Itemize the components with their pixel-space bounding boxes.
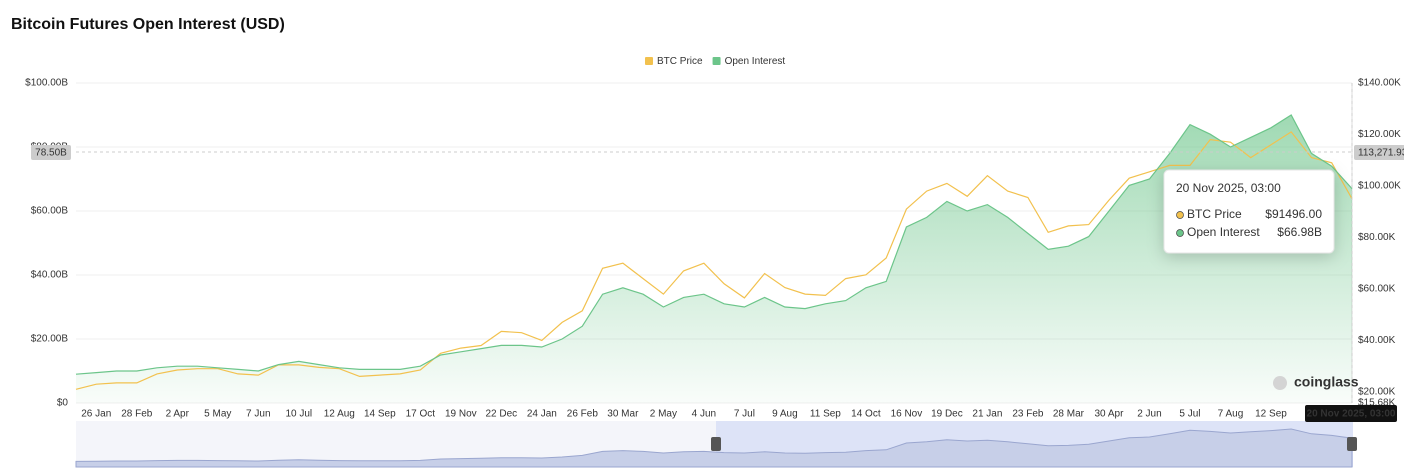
watermark: coinglass [1294,374,1359,390]
legend-swatch [645,57,653,65]
crosshair-y-box [31,145,71,160]
x-tick-label: 26 Feb [567,409,599,420]
x-tick-label: 14 Sep [364,409,396,420]
crosshair-y2-label: 113,271.93 [1358,148,1404,159]
x-tick-label: 7 Jul [734,409,755,420]
x-tick-label: 23 Feb [1012,409,1044,420]
crosshair-x-label: 20 Nov 2025, 03:00 [1307,409,1396,420]
x-tick-label: 19 Nov [445,409,477,420]
crosshair-y2-box [1354,145,1404,160]
x-tick-label: 22 Dec [485,409,517,420]
series-line [75,114,1353,375]
navigator-handle[interactable] [711,437,721,451]
x-tick-label: 12 Sep [1255,409,1287,420]
x-tick-label: 30 Mar [607,409,639,420]
x-tick-label: 26 Jan [81,409,111,420]
crosshair-y-label: 78.50B [35,148,67,159]
y2-tick-label: $40.00K [1358,335,1396,346]
y-tick-label: $20.00B [31,334,69,345]
tooltip-title: 20 Nov 2025, 03:00 [1176,181,1281,195]
x-tick-label: 2 Jun [1137,409,1161,420]
legend-label[interactable]: Open Interest [725,56,786,67]
x-tick-label: 17 Oct [406,409,436,420]
legend-label[interactable]: BTC Price [657,56,703,67]
x-tick-label: 7 Jun [246,409,270,420]
x-tick-label: 10 Jul [285,409,312,420]
x-tick-label: 12 Aug [324,409,355,420]
y-tick-label: $40.00B [31,270,69,281]
x-tick-label: 19 Dec [931,409,963,420]
y-tick-label: $0 [57,398,69,409]
x-tick-label: 2 Apr [166,409,190,420]
watermark-icon [1273,376,1287,390]
tooltip-value: $91496.00 [1265,207,1322,221]
x-tick-label: 24 Jan [527,409,557,420]
tooltip-dot [1176,229,1184,237]
y2-tick-label: $20.00K [1358,387,1396,398]
chart-title: Bitcoin Futures Open Interest (USD) [11,16,285,33]
tooltip-name: Open Interest [1187,225,1260,239]
x-tick-label: 5 Jul [1179,409,1200,420]
tooltip-value: $66.98B [1277,225,1322,239]
x-tick-label: 28 Mar [1053,409,1085,420]
y2-tick-label: $140.00K [1358,78,1401,89]
x-tick-label: 16 Nov [891,409,923,420]
x-tick-label: 28 Feb [121,409,153,420]
tooltip-dot [1176,211,1184,219]
y2-tick-label: $80.00K [1358,232,1396,243]
tooltip [1163,169,1335,254]
x-tick-label: 30 Apr [1094,409,1124,420]
x-tick-label: 9 Aug [772,409,798,420]
area [76,115,1352,403]
y2-tick-label: $120.00K [1358,129,1401,140]
tooltip-name: BTC Price [1187,207,1242,221]
legend-swatch [712,57,721,65]
y-tick-label: $60.00B [31,206,69,217]
y-tick-label: $100.00B [25,78,68,89]
navigator-handle[interactable] [1347,437,1357,451]
x-tick-label: 21 Jan [972,409,1002,420]
series-line [75,131,1353,390]
x-tick-label: 7 Aug [1218,409,1244,420]
x-tick-label: 11 Sep [810,409,841,420]
y2-tick-label: $60.00K [1358,284,1396,295]
y2-tick-label: $100.00K [1358,181,1401,192]
x-tick-label: 4 Jun [692,409,716,420]
y2-tick-label: $15.68K [1358,398,1396,409]
x-tick-label: 2 May [650,409,677,420]
x-tick-label: 5 May [204,409,231,420]
navigator-area [75,428,1353,468]
x-tick-label: 14 Oct [851,409,881,420]
crosshair-x-box [1305,405,1397,422]
